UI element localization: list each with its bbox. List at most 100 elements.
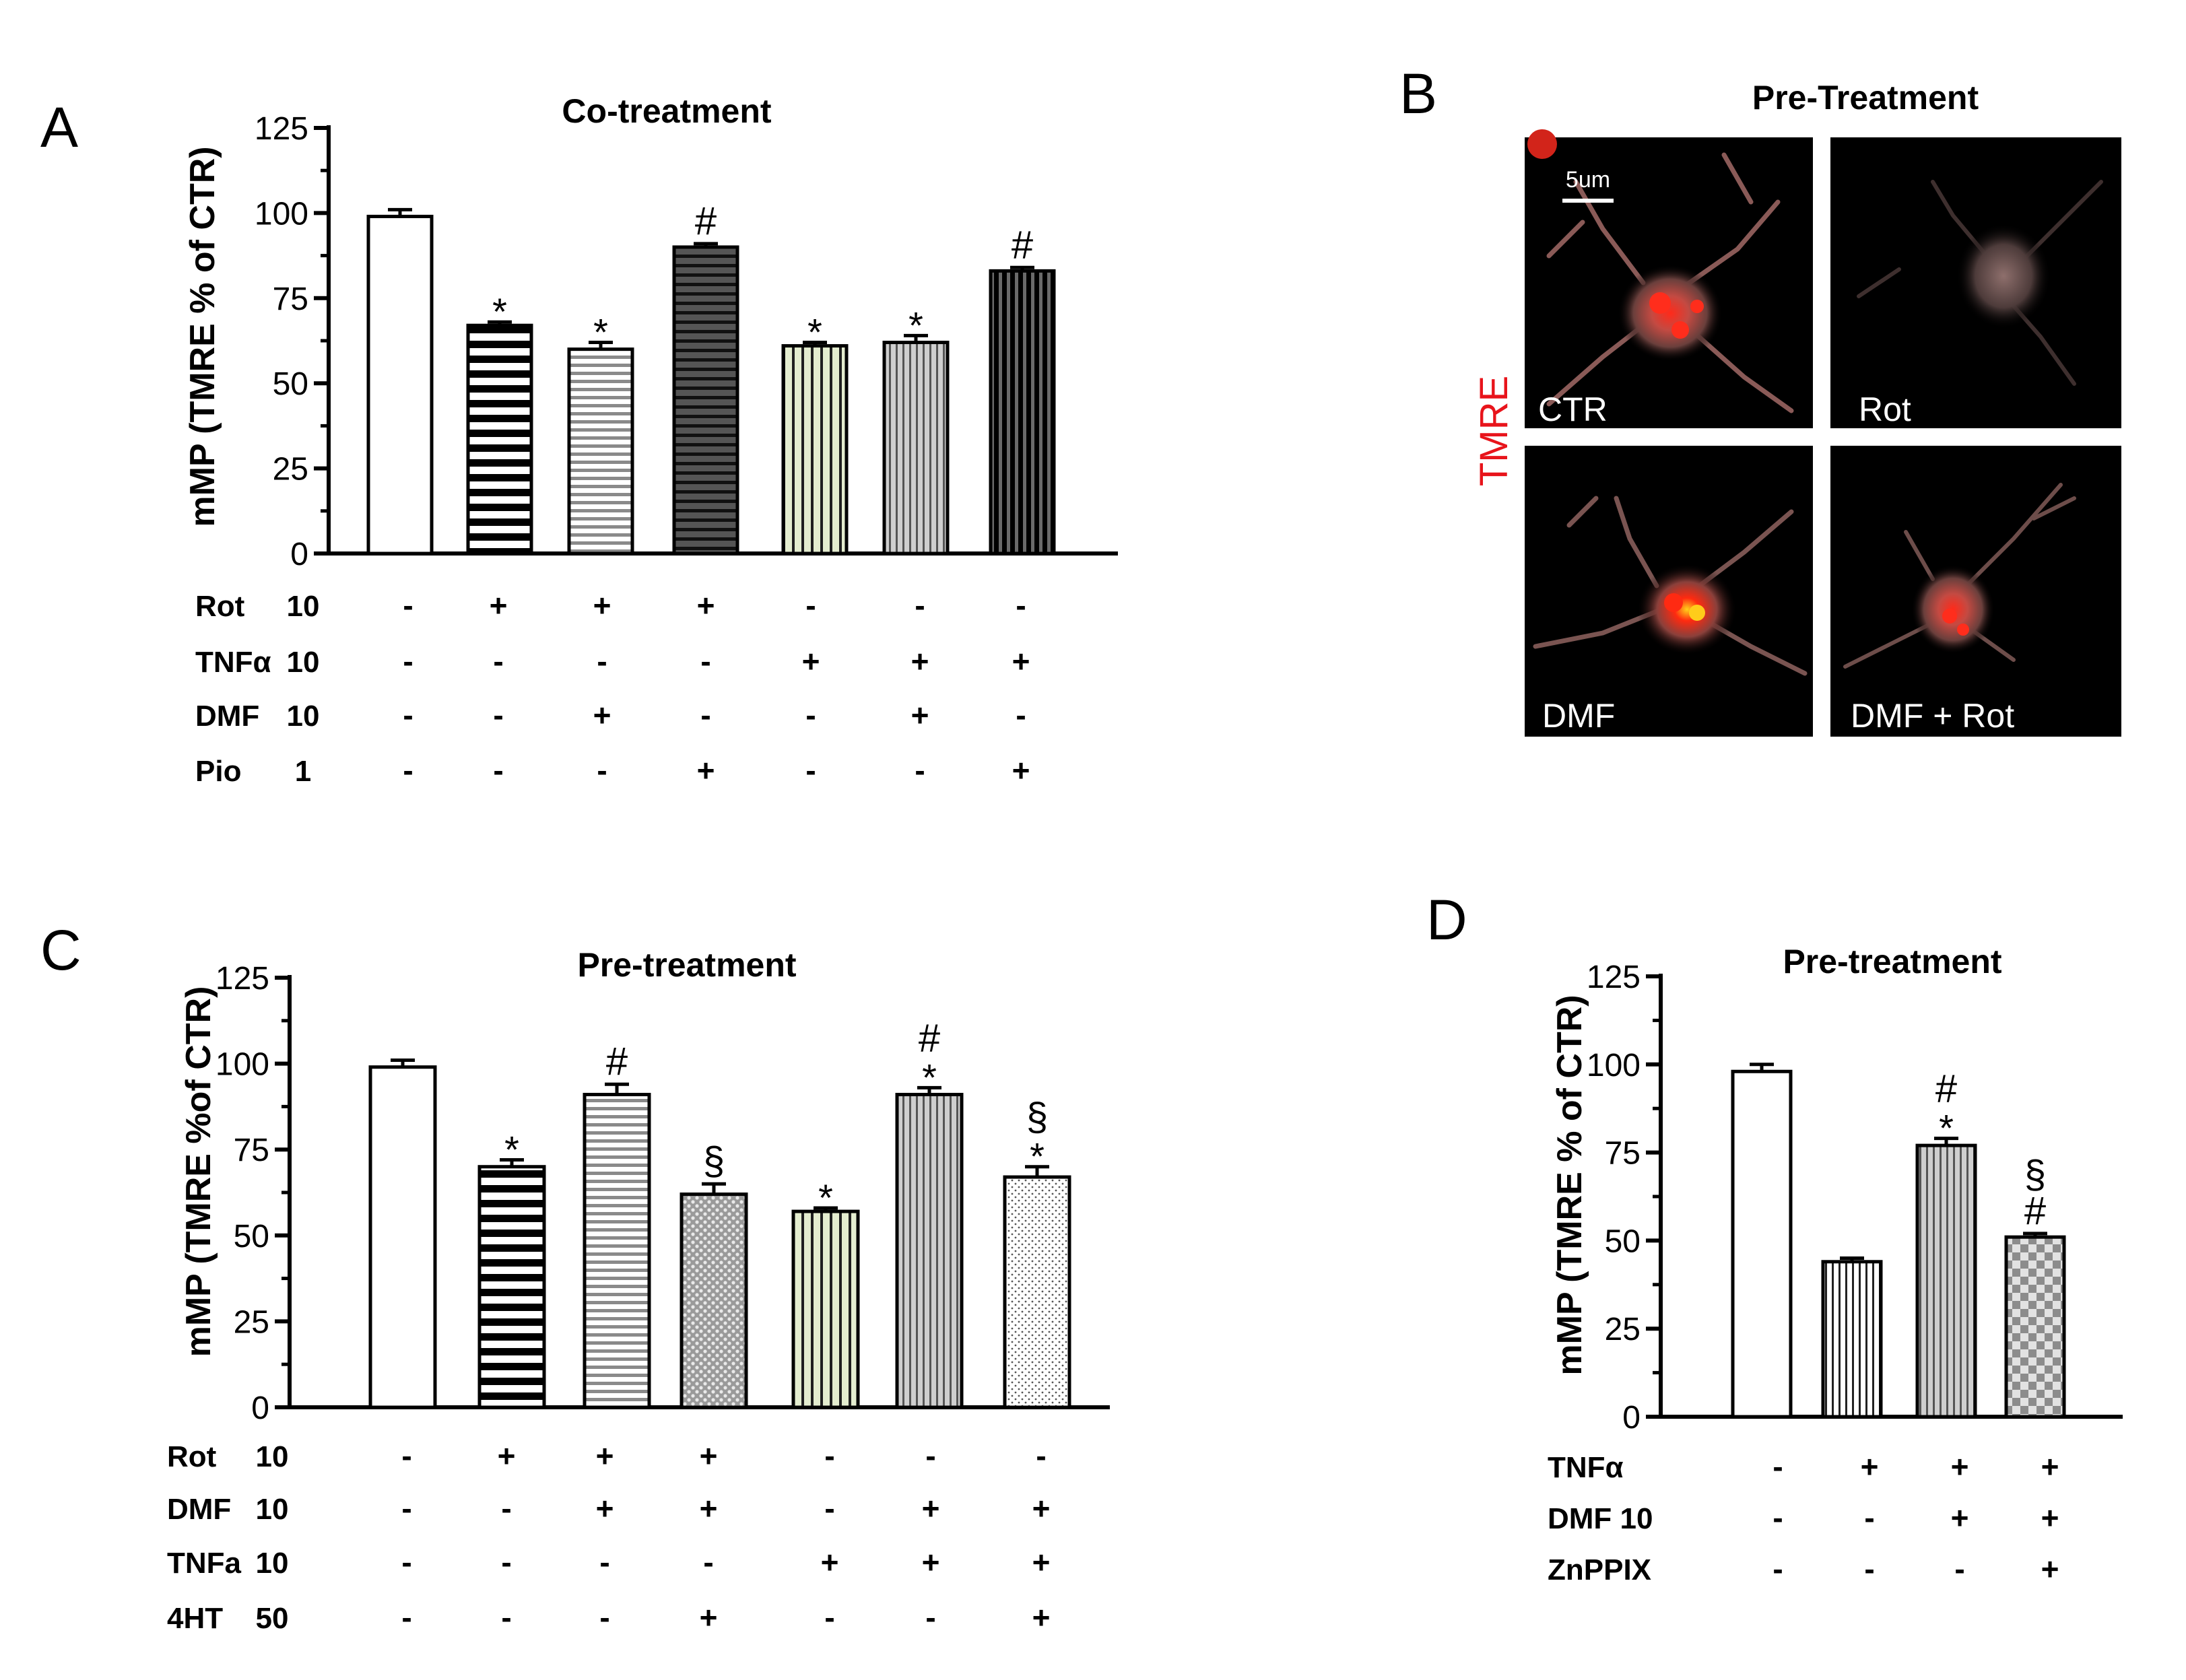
condition-dose: 10 bbox=[256, 1440, 289, 1473]
condition-sign: + bbox=[593, 698, 611, 733]
panel-a-title: Co-treatment bbox=[562, 92, 771, 130]
condition-sign: - bbox=[501, 1600, 511, 1635]
condition-table-d: TNFα - + + + DMF 10 - - + + ZnPPIX - - - + bbox=[1548, 1449, 2059, 1586]
image-label-dmf-rot: DMF + Rot bbox=[1851, 697, 2014, 735]
condition-sign: + bbox=[911, 698, 929, 733]
condition-table-c: Rot 10 - + + + - - - DMF 10 - - + + - + + TNFa 10 - - - - + + +4HT… bbox=[167, 1438, 1050, 1635]
bar bbox=[672, 245, 739, 556]
condition-label: TNFα bbox=[195, 646, 271, 679]
bar bbox=[368, 1065, 437, 1409]
significance-mark: # bbox=[606, 1040, 628, 1083]
significance-mark: * bbox=[492, 290, 507, 333]
condition-sign: - bbox=[403, 588, 413, 623]
image-label-ctr: CTR bbox=[1538, 391, 1608, 428]
y-tick-label: 50 bbox=[273, 366, 308, 402]
y-tick-label: 75 bbox=[1605, 1136, 1641, 1172]
condition-sign: - bbox=[1864, 1500, 1874, 1535]
condition-sign: - bbox=[824, 1600, 834, 1635]
condition-sign: + bbox=[700, 1438, 718, 1473]
condition-sign: + bbox=[1012, 644, 1030, 679]
condition-sign: + bbox=[821, 1545, 839, 1580]
condition-sign: - bbox=[700, 644, 710, 679]
condition-sign: - bbox=[805, 588, 816, 623]
bar bbox=[1731, 1069, 1793, 1419]
condition-sign: - bbox=[403, 753, 413, 788]
condition-label: TNFa bbox=[167, 1547, 242, 1580]
condition-sign: - bbox=[1773, 1449, 1783, 1484]
condition-sign: - bbox=[1773, 1500, 1783, 1535]
y-tick-label: 0 bbox=[1622, 1400, 1641, 1436]
significance-mark: * bbox=[818, 1176, 833, 1219]
significance-mark: * bbox=[922, 1056, 937, 1098]
condition-sign: - bbox=[493, 644, 503, 679]
condition-sign: - bbox=[401, 1438, 411, 1473]
bar bbox=[366, 214, 434, 556]
condition-label: DMF 10 bbox=[1548, 1502, 1653, 1535]
significance-mark: # bbox=[1935, 1067, 1957, 1111]
bar bbox=[989, 269, 1056, 556]
y-tick-label: 50 bbox=[234, 1219, 269, 1254]
bar bbox=[882, 341, 950, 556]
tmre-side-label: TMRE bbox=[1472, 376, 1516, 486]
condition-sign: - bbox=[925, 1600, 935, 1635]
significance-mark: § bbox=[1026, 1096, 1048, 1139]
condition-sign: - bbox=[915, 753, 925, 788]
condition-sign: - bbox=[824, 1438, 834, 1473]
panel-letter-c: C bbox=[40, 918, 81, 982]
condition-sign: + bbox=[1951, 1500, 1969, 1535]
condition-label: TNFα bbox=[1548, 1451, 1624, 1484]
microscopy-image-rot: Rot bbox=[1830, 137, 2121, 428]
significance-mark: * bbox=[807, 311, 822, 354]
panel-b-title: Pre-Treatment bbox=[1752, 79, 1979, 116]
y-tick-label: 0 bbox=[251, 1390, 269, 1426]
condition-label: Pio bbox=[195, 755, 241, 788]
condition-sign: + bbox=[498, 1438, 516, 1473]
y-tick-label: 125 bbox=[255, 111, 308, 147]
condition-sign: + bbox=[697, 753, 715, 788]
condition-sign: - bbox=[1954, 1551, 1964, 1586]
image-label-dmf: DMF bbox=[1542, 697, 1615, 735]
condition-dose: 10 bbox=[256, 1493, 289, 1526]
condition-sign: + bbox=[922, 1545, 940, 1580]
y-tick-label: 25 bbox=[273, 452, 308, 488]
bar bbox=[1915, 1143, 1977, 1419]
condition-sign: - bbox=[597, 753, 607, 788]
bar bbox=[567, 347, 634, 556]
condition-sign: - bbox=[403, 698, 413, 733]
microscopy-grid: TMRE 5um CTR bbox=[1472, 129, 2121, 737]
y-tick-label: 75 bbox=[234, 1133, 269, 1168]
condition-sign: - bbox=[599, 1600, 609, 1635]
bar bbox=[466, 323, 533, 556]
bar bbox=[895, 1093, 964, 1409]
condition-sign: + bbox=[2041, 1500, 2059, 1535]
bar bbox=[2004, 1235, 2066, 1419]
condition-label: DMF bbox=[195, 700, 259, 733]
condition-sign: + bbox=[697, 588, 715, 623]
panel-a-ylabel: mMP (TMRE % of CTR) bbox=[183, 146, 222, 527]
panel-letter-b: B bbox=[1399, 62, 1437, 125]
panel-d-title: Pre-treatment bbox=[1783, 943, 2001, 980]
condition-sign: + bbox=[1861, 1449, 1879, 1484]
significance-mark: # bbox=[2024, 1189, 2046, 1233]
y-tick-label: 50 bbox=[1605, 1223, 1641, 1259]
condition-dose: 10 bbox=[287, 646, 320, 679]
scale-bar-label: 5um bbox=[1566, 167, 1610, 193]
y-tick-label: 100 bbox=[1587, 1048, 1641, 1083]
significance-mark: # bbox=[1012, 223, 1033, 267]
panel-d-ylabel: mMP (TMRE % of CTR) bbox=[1550, 995, 1589, 1375]
significance-mark: * bbox=[1939, 1107, 1954, 1149]
condition-sign: + bbox=[593, 588, 611, 623]
y-tick-label: 0 bbox=[290, 537, 308, 572]
panel-c-ylabel: mMP (TMRE %of CTR) bbox=[179, 986, 218, 1357]
condition-label: ZnPPIX bbox=[1548, 1553, 1651, 1586]
condition-sign: - bbox=[925, 1438, 935, 1473]
condition-sign: - bbox=[1864, 1551, 1874, 1586]
condition-sign: - bbox=[493, 753, 503, 788]
condition-sign: + bbox=[1951, 1449, 1969, 1484]
y-tick-label: 25 bbox=[234, 1304, 269, 1340]
bar bbox=[583, 1093, 651, 1409]
condition-sign: + bbox=[1012, 753, 1030, 788]
